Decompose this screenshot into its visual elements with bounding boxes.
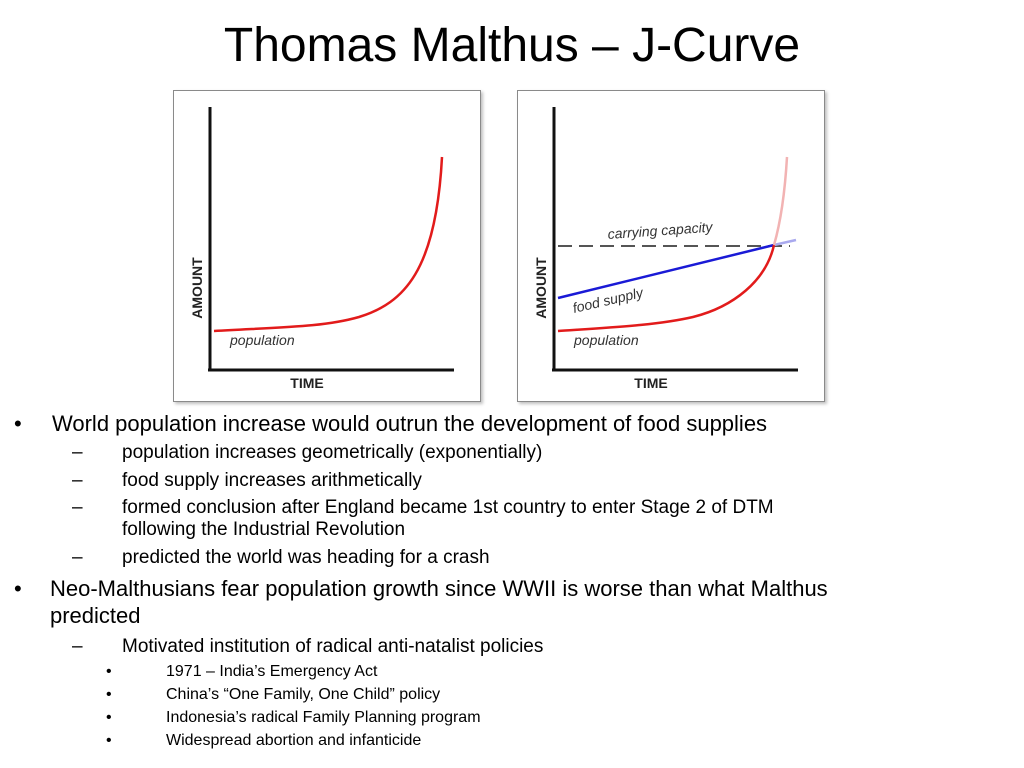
sub-sub-bullet-marker: • (106, 709, 112, 726)
bullet-food-supplies: World population increase would outrun t… (52, 411, 768, 436)
sub-sub-bullet-marker: • (106, 686, 112, 703)
sub-bullet-marker: – (72, 547, 83, 568)
sub-bullet-marker: – (72, 636, 83, 657)
malthus-crash-graph: food supply carrying capacity population… (533, 107, 798, 391)
sub-bullet-marker: – (72, 497, 83, 518)
population-curve (213, 156, 444, 333)
x-axis-label: TIME (290, 375, 323, 391)
j-curve-graph: population TIME AMOUNT (189, 107, 454, 391)
bullet-marker: • (14, 576, 22, 601)
bullet-neo-malthusians-continued: predicted (50, 603, 141, 628)
sub-bullet-england-continued: following the Industrial Revolution (122, 519, 406, 540)
x-axis-label: TIME (634, 375, 667, 391)
bullet-marker: • (14, 411, 22, 436)
sub-sub-bullet-marker: • (106, 732, 112, 749)
carrying-capacity-label: carrying capacity (607, 219, 714, 242)
sub-bullet-crash: predicted the world was heading for a cr… (122, 547, 490, 568)
policy-india: 1971 – India’s Emergency Act (166, 663, 378, 680)
sub-bullet-arithmetic: food supply increases arithmetically (122, 470, 422, 491)
policy-china: China’s “One Family, One Child” policy (166, 686, 441, 703)
population-label: population (573, 332, 639, 348)
malthus-crash-figure: food supply carrying capacity population… (517, 90, 825, 402)
j-curve-figure: population TIME AMOUNT (173, 90, 481, 402)
sub-sub-bullet-marker: • (106, 663, 112, 680)
sub-bullet-england: formed conclusion after England became 1… (122, 497, 774, 518)
bullet-neo-malthusians: Neo-Malthusians fear population growth s… (50, 576, 828, 601)
population-curve-faded (772, 156, 789, 246)
population-curve (557, 244, 776, 333)
sub-bullet-anti-natalist: Motivated institution of radical anti-na… (122, 636, 544, 657)
food-supply-line-faded (773, 238, 797, 247)
slide-title: Thomas Malthus – J-Curve (223, 19, 801, 72)
y-axis-label: AMOUNT (189, 257, 205, 319)
policy-indonesia: Indonesia’s radical Family Planning prog… (166, 709, 481, 726)
policy-abortion-infanticide: Widespread abortion and infanticide (166, 732, 422, 749)
y-axis-label: AMOUNT (533, 257, 549, 319)
sub-bullet-marker: – (72, 442, 83, 463)
population-label: population (229, 332, 295, 348)
sub-bullet-marker: – (72, 470, 83, 491)
food-supply-line (557, 243, 775, 300)
sub-bullet-geometric: population increases geometrically (expo… (122, 442, 543, 463)
